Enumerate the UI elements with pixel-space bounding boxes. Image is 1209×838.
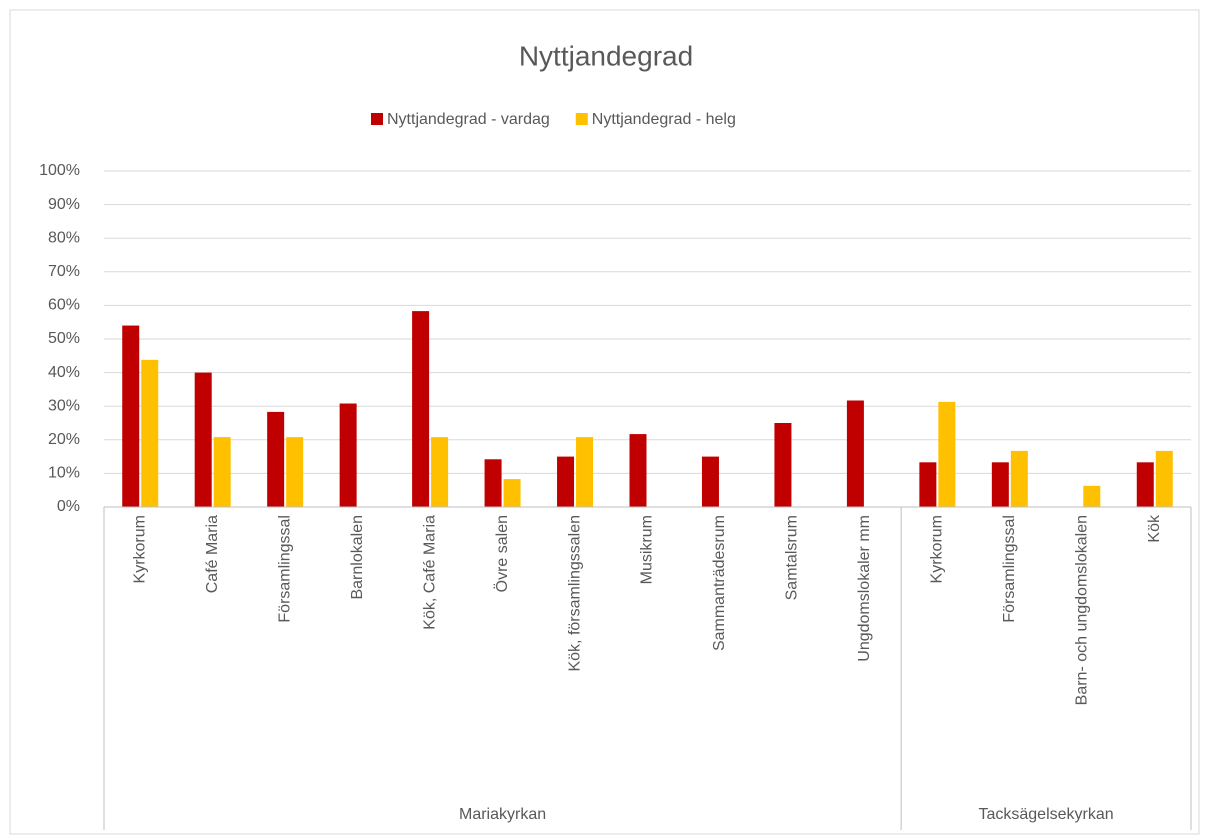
- legend-swatch: [371, 113, 383, 125]
- y-tick-label: 90%: [48, 196, 80, 213]
- bar: [576, 437, 594, 507]
- bar: [846, 400, 864, 507]
- bar: [1010, 450, 1028, 507]
- bar: [286, 437, 304, 507]
- group-label: Mariakyrkan: [459, 806, 546, 823]
- x-tick-label: Musikrum: [639, 515, 656, 584]
- bar: [122, 325, 140, 507]
- x-tick-label: Kök: [1146, 514, 1163, 543]
- bar: [919, 462, 937, 507]
- x-tick-label: Samtalsrum: [784, 515, 801, 600]
- x-tick-label: Kök, församlingssalen: [566, 515, 583, 672]
- y-tick-label: 80%: [48, 229, 80, 246]
- legend-label: Nyttjandegrad - vardag: [387, 111, 550, 128]
- bar: [1083, 485, 1101, 507]
- bar: [431, 437, 449, 507]
- x-tick-label: Sammanträdesrum: [711, 515, 728, 651]
- bar: [339, 403, 357, 507]
- legend-swatch: [575, 113, 588, 125]
- x-tick-label: Ungdomslokaler mm: [856, 515, 873, 662]
- y-tick-label: 60%: [48, 297, 80, 314]
- bar: [774, 423, 792, 507]
- bar: [213, 437, 231, 507]
- x-tick-label: Kyrkorum: [131, 515, 148, 583]
- bar: [412, 311, 430, 507]
- x-tick-label: Övre salen: [493, 515, 511, 592]
- bar: [991, 462, 1009, 507]
- x-tick-label: Barnlokalen: [349, 515, 366, 600]
- bar: [557, 456, 575, 507]
- x-tick-label: Kök, Café Maria: [421, 515, 438, 630]
- bar: [141, 359, 159, 507]
- chart-border: [9, 9, 1200, 835]
- y-tick-label: 20%: [48, 431, 80, 448]
- bar: [1155, 450, 1173, 507]
- chart-title: Nyttjandegrad: [519, 40, 693, 71]
- group-label: Tacksägelsekyrkan: [978, 806, 1113, 823]
- x-tick-label: Församlingssal: [1001, 515, 1018, 623]
- y-tick-label: 0%: [57, 498, 80, 515]
- bar: [267, 411, 285, 507]
- bar: [701, 456, 719, 507]
- legend-label: Nyttjandegrad - helg: [592, 111, 736, 128]
- bar: [503, 479, 521, 507]
- x-tick-label: Församlingssal: [276, 515, 293, 623]
- bar: [1136, 462, 1154, 507]
- bar: [938, 401, 956, 507]
- x-tick-label: Kyrkorum: [929, 515, 946, 583]
- y-tick-label: 50%: [48, 330, 80, 347]
- bar: [629, 434, 647, 507]
- y-tick-label: 10%: [48, 465, 80, 482]
- y-tick-label: 30%: [48, 397, 80, 414]
- y-tick-label: 70%: [48, 263, 80, 280]
- y-tick-label: 100%: [39, 162, 80, 179]
- bar: [194, 372, 212, 507]
- x-tick-label: Barn- och ungdomslokalen: [1074, 515, 1091, 705]
- bar: [484, 459, 502, 507]
- y-tick-label: 40%: [48, 364, 80, 381]
- x-tick-label: Café Maria: [204, 515, 221, 593]
